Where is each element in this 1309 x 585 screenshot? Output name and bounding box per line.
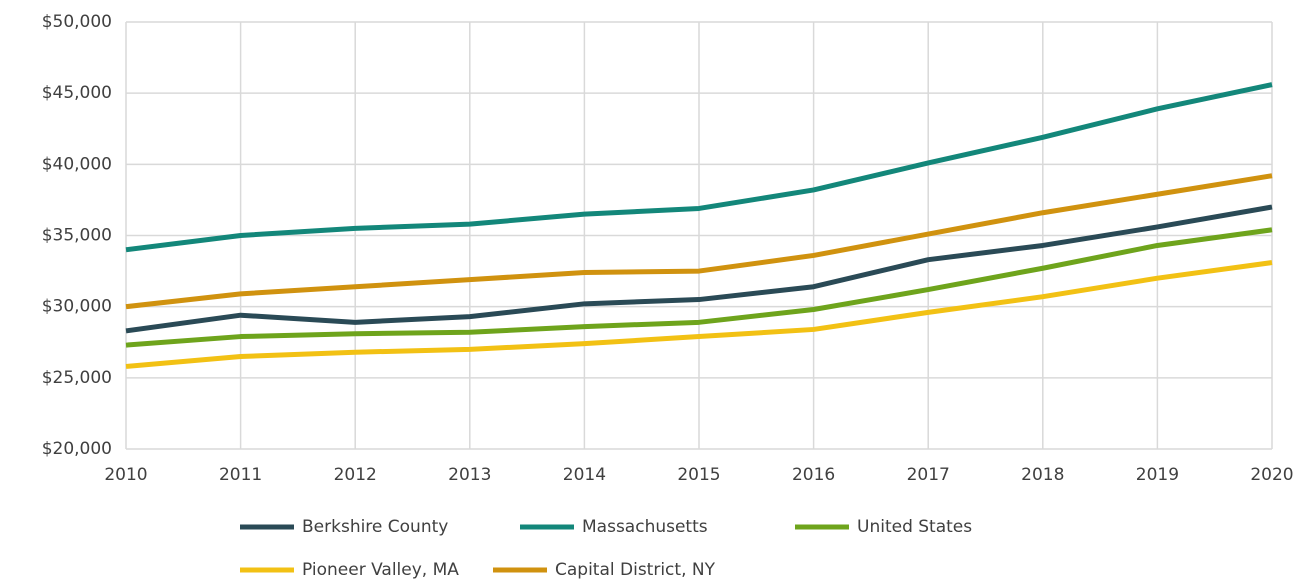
y-tick-label: $35,000 [42, 226, 112, 246]
x-tick-label: 2015 [677, 465, 720, 485]
x-tick-label: 2012 [334, 465, 377, 485]
series-line [125, 173, 1273, 310]
x-tick-label: 2020 [1250, 465, 1293, 485]
legend-label: United States [857, 517, 972, 537]
x-tick-label: 2018 [1021, 465, 1064, 485]
series-line [125, 82, 1273, 253]
y-tick-label: $20,000 [42, 439, 112, 459]
legend-label: Berkshire County [302, 517, 448, 537]
x-tick-label: 2014 [563, 465, 606, 485]
series-line [125, 227, 1273, 348]
series-line [125, 260, 1273, 369]
x-tick-label: 2010 [104, 465, 147, 485]
series-line [125, 204, 1273, 334]
legend-label: Capital District, NY [555, 560, 716, 580]
y-tick-label: $25,000 [42, 368, 112, 388]
y-tick-label: $50,000 [42, 12, 112, 32]
x-tick-label: 2019 [1136, 465, 1179, 485]
y-tick-label: $45,000 [42, 83, 112, 103]
x-tick-label: 2016 [792, 465, 835, 485]
y-tick-label: $40,000 [42, 154, 112, 174]
legend-label: Pioneer Valley, MA [302, 560, 459, 580]
x-tick-label: 2011 [219, 465, 262, 485]
y-tick-label: $30,000 [42, 297, 112, 317]
legend-label: Massachusetts [582, 517, 708, 537]
x-tick-label: 2017 [907, 465, 950, 485]
x-tick-label: 2013 [448, 465, 491, 485]
